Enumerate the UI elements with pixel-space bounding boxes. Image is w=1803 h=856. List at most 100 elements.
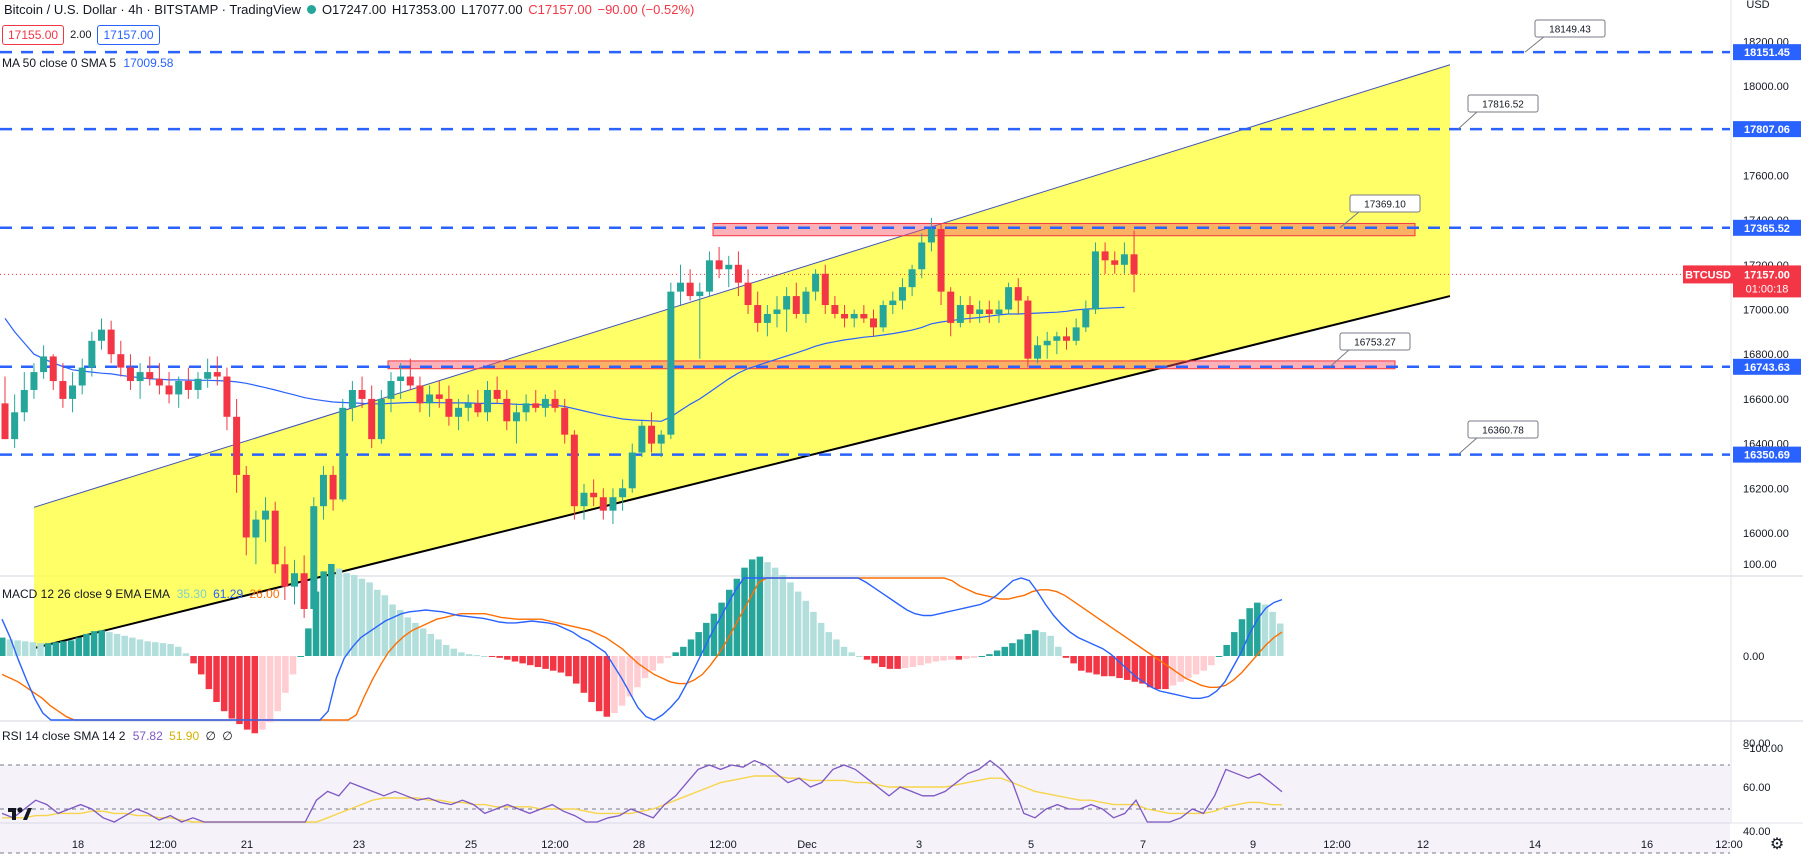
candle-body (474, 403, 482, 413)
level-callouts[interactable]: 18149.43 17816.52 17369.10 16753.27 16360.78 (1329, 19, 1606, 455)
candle (319, 465, 327, 520)
macd-histogram-bar (312, 591, 320, 656)
candle-body (812, 273, 820, 292)
candle (696, 282, 704, 359)
callout-box (1339, 332, 1411, 351)
time-tick-label: 5 (1028, 839, 1034, 851)
candle (841, 305, 849, 328)
macd-histogram-bar (1254, 602, 1261, 656)
macd-histogram-bar (726, 589, 733, 656)
macd-histogram-bar (44, 643, 52, 656)
macd-histogram-bar (1277, 623, 1284, 656)
candle-body (609, 497, 617, 511)
candle-body (503, 398, 511, 422)
settings-gear-icon[interactable]: ⚙ (1769, 836, 1785, 853)
macd-histogram-bar (389, 604, 396, 656)
macd-histogram-bar (511, 656, 519, 662)
macd-histogram-bar (1162, 656, 1169, 690)
macd-histogram-bar (947, 656, 955, 660)
macd-histogram-bar (1009, 643, 1016, 656)
candle (522, 394, 530, 422)
time-tick-label: 14 (1529, 839, 1541, 851)
candle (590, 479, 598, 507)
candle (1053, 331, 1061, 355)
horizontal-levels[interactable] (0, 50, 1730, 456)
candle-body (1063, 336, 1070, 341)
macd-histogram-bar (274, 656, 281, 712)
time-tick-label: 7 (1140, 839, 1146, 851)
callout-box (1467, 420, 1539, 439)
candle-body (860, 313, 868, 319)
candle-body (985, 309, 993, 314)
candle (1063, 327, 1070, 350)
macd-histogram-bar (450, 648, 458, 656)
candle (387, 372, 395, 413)
macd-pane (0, 556, 1284, 734)
candle-body (175, 381, 183, 395)
price-axis[interactable]: USD18200.0018000.0017800.0017600.0017400… (1683, 0, 1801, 838)
price-tick-label: 18000.00 (1743, 81, 1789, 93)
macd-histogram-bar (1085, 656, 1093, 673)
macd-histogram-bar (611, 656, 618, 714)
level-callout: 17816.52 (1457, 94, 1539, 130)
countdown-label: 01:00:18 (1746, 283, 1789, 295)
tradingview-logo-icon[interactable] (6, 800, 32, 824)
macd-histogram-bar (305, 628, 312, 656)
time-tick-label: 12:00 (149, 839, 177, 851)
candle-body (628, 452, 636, 489)
macd-histogram-bar (504, 656, 511, 660)
macd-histogram-bar (542, 656, 549, 669)
buy-button[interactable]: 17157.00 (97, 25, 160, 45)
support-resistance-zones[interactable] (387, 222, 1416, 370)
candle-body (445, 398, 453, 417)
callout-box (1349, 194, 1421, 213)
macd-legend[interactable]: MACD 12 26 close 9 EMA EMA 35.30 61.29 2… (2, 587, 280, 601)
candle (1101, 242, 1109, 274)
rsi-legend[interactable]: RSI 14 close SMA 14 2 57.82 51.90 ∅ ∅ (2, 729, 233, 743)
macd-histogram-bar (924, 656, 932, 664)
level-axis-tag (1733, 44, 1801, 61)
candle-body (387, 381, 395, 399)
macd-histogram-bar (756, 556, 764, 656)
macd-histogram-bar (771, 567, 779, 656)
candle (1082, 300, 1090, 332)
candle-body (223, 376, 231, 417)
candle (233, 398, 241, 493)
candle (677, 264, 684, 306)
macd-histogram-bar (75, 637, 83, 656)
macd-histogram-bar (1024, 633, 1031, 656)
macd-histogram-bar (1131, 656, 1139, 682)
macd-histogram-bar (0, 637, 6, 656)
candle (20, 372, 28, 422)
macd-histogram-bar (680, 646, 687, 656)
level-callout: 17369.10 (1339, 194, 1421, 229)
close-value: C17157.00 (528, 1, 592, 17)
macd-histogram-bar (1100, 656, 1108, 677)
macd-histogram-bar (373, 589, 381, 656)
candle-body (918, 242, 926, 270)
low-value: L17077.00 (461, 1, 523, 17)
ma-legend[interactable]: MA 50 close 0 SMA 5 17009.58 (2, 56, 173, 70)
candle (435, 381, 443, 408)
macd-histogram-bar (458, 652, 465, 656)
macd-histogram-bar (940, 656, 947, 661)
symbol-title[interactable]: Bitcoin / U.S. Dollar · 4h · BITSTAMP · … (4, 1, 301, 17)
candle-body (1043, 340, 1051, 346)
candle-body (107, 329, 115, 355)
time-axis[interactable]: 18 12:00 21 23 25 12:00 28 12:00 Dec 3 5 7 9 12:00 12 1… (72, 839, 1743, 851)
macd-histogram-bar (412, 622, 419, 656)
price-tick-label: 16200.00 (1743, 483, 1789, 495)
macd-histogram-bar (1185, 656, 1192, 679)
candle (281, 546, 289, 601)
macd-histogram-bar (1223, 644, 1230, 656)
sell-button[interactable]: 17155.00 (2, 25, 65, 45)
price-tick-label: 16600.00 (1743, 394, 1789, 406)
macd-histogram-bar (259, 656, 266, 730)
macd-histogram-bar (106, 632, 113, 656)
candle-body (570, 434, 578, 507)
candle (464, 394, 472, 422)
macd-histogram-bar (37, 643, 44, 656)
candle (657, 430, 665, 458)
ascending-channel[interactable] (33, 64, 1451, 650)
